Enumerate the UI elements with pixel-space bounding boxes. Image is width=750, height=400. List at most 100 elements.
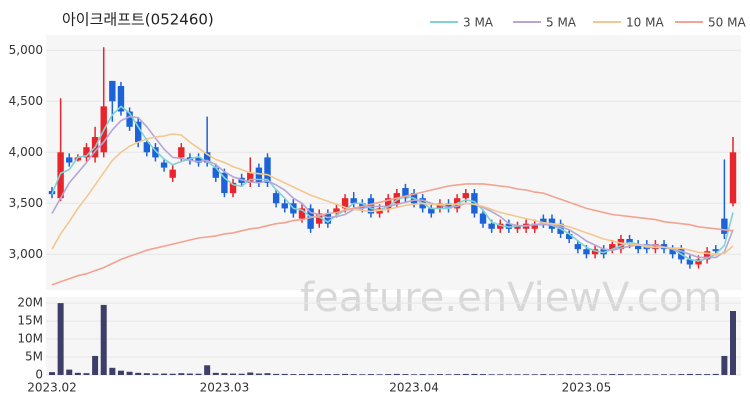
volume-bar xyxy=(548,374,555,375)
candle-body xyxy=(307,208,314,229)
volume-bar xyxy=(117,370,124,375)
watermark: feature.enViewV.com xyxy=(300,275,722,321)
volume-bar xyxy=(109,367,116,375)
legend-label: 3 MA xyxy=(463,16,494,30)
y-tick-label: 10M xyxy=(17,332,43,346)
ma-line xyxy=(51,183,734,286)
y-tick-label: 0 xyxy=(35,368,43,382)
ma-line xyxy=(51,133,734,256)
y-tick-label: 4,500 xyxy=(9,94,43,108)
volume-bar xyxy=(92,355,99,375)
volume-bar xyxy=(721,355,728,375)
candle-body xyxy=(591,249,599,255)
volume-bar xyxy=(281,373,288,375)
volume-bar xyxy=(497,374,504,375)
volume-bar xyxy=(643,374,650,375)
candle-body xyxy=(609,244,616,250)
candle-body xyxy=(66,157,73,163)
candle-body xyxy=(229,182,237,194)
candle-body xyxy=(712,249,719,252)
candle-body xyxy=(255,167,263,183)
candle-body xyxy=(505,223,513,229)
volume-bar xyxy=(273,373,280,375)
candle-body xyxy=(109,80,116,102)
volume-bar xyxy=(230,373,237,375)
candle-body xyxy=(497,223,504,229)
candle-body xyxy=(169,169,176,178)
candle-body xyxy=(281,203,288,209)
candle-body xyxy=(574,244,582,250)
volume-bar xyxy=(298,374,305,375)
volume-bar xyxy=(566,374,573,375)
volume-bar xyxy=(488,374,495,375)
volume-bar xyxy=(436,374,443,375)
volume-bar xyxy=(359,374,366,375)
candle-body xyxy=(203,152,211,163)
candle-body xyxy=(488,223,495,229)
candle-body xyxy=(384,198,392,209)
legend-label: 10 MA xyxy=(626,16,664,30)
y-tick-label: 3,500 xyxy=(9,196,43,210)
volume-bar xyxy=(704,374,711,375)
candle-body xyxy=(350,198,357,204)
volume-bar xyxy=(74,372,81,375)
candle-body xyxy=(471,193,478,214)
ma-line xyxy=(51,105,734,262)
volume-bar xyxy=(540,374,547,375)
volume-bar xyxy=(686,373,693,375)
x-tick-label: 2023.03 xyxy=(200,381,250,395)
x-tick-label: 2023.05 xyxy=(562,381,612,395)
volume-panel xyxy=(46,297,741,375)
volume-bar xyxy=(454,374,461,375)
price-panel xyxy=(46,35,741,290)
y-tick-label: 15M xyxy=(17,314,43,328)
candle-body xyxy=(695,259,702,265)
volume-bar xyxy=(609,374,616,375)
volume-bar xyxy=(411,374,418,375)
candle-body xyxy=(540,218,547,224)
volume-bar xyxy=(480,374,487,375)
volume-bar xyxy=(730,311,736,375)
volume-bar xyxy=(195,373,202,375)
candle-body xyxy=(479,213,487,224)
candle-body xyxy=(669,249,676,255)
volume-bar xyxy=(514,374,521,375)
volume-bar xyxy=(402,374,409,375)
candle-body xyxy=(143,142,151,153)
candle-body xyxy=(333,208,340,214)
volume-bar xyxy=(626,374,633,375)
x-tick-label: 2023.02 xyxy=(27,381,77,395)
volume-bar xyxy=(49,372,55,375)
candle-body xyxy=(212,167,219,178)
y-tick-label: 20M xyxy=(17,296,43,310)
volume-bar xyxy=(617,374,624,375)
volume-bar xyxy=(57,303,64,375)
volume-bar xyxy=(204,365,211,375)
volume-bar xyxy=(531,374,538,375)
candle-body xyxy=(247,172,254,183)
candle-body xyxy=(324,213,332,224)
volume-bar xyxy=(152,373,159,375)
volume-bar xyxy=(143,373,150,375)
volume-bar xyxy=(471,373,478,375)
volume-bar xyxy=(376,374,383,375)
volume-bar xyxy=(255,373,262,375)
volume-bar xyxy=(419,374,426,375)
volume-bar xyxy=(161,373,168,375)
candle-body xyxy=(195,157,202,163)
volume-bar xyxy=(169,373,176,375)
candle-body xyxy=(626,239,633,245)
candle-body xyxy=(316,213,323,224)
candle-body xyxy=(729,152,737,204)
candle-body xyxy=(428,208,435,214)
volume-bar xyxy=(652,374,659,375)
volume-bar xyxy=(367,374,374,375)
candle-body xyxy=(152,147,159,158)
volume-bar xyxy=(505,374,512,375)
volume-bar xyxy=(126,371,133,375)
volume-bar xyxy=(600,374,607,375)
volume-bar xyxy=(238,373,245,375)
volume-bar xyxy=(342,373,349,375)
candle-body xyxy=(583,249,590,255)
volume-bar xyxy=(212,372,219,375)
